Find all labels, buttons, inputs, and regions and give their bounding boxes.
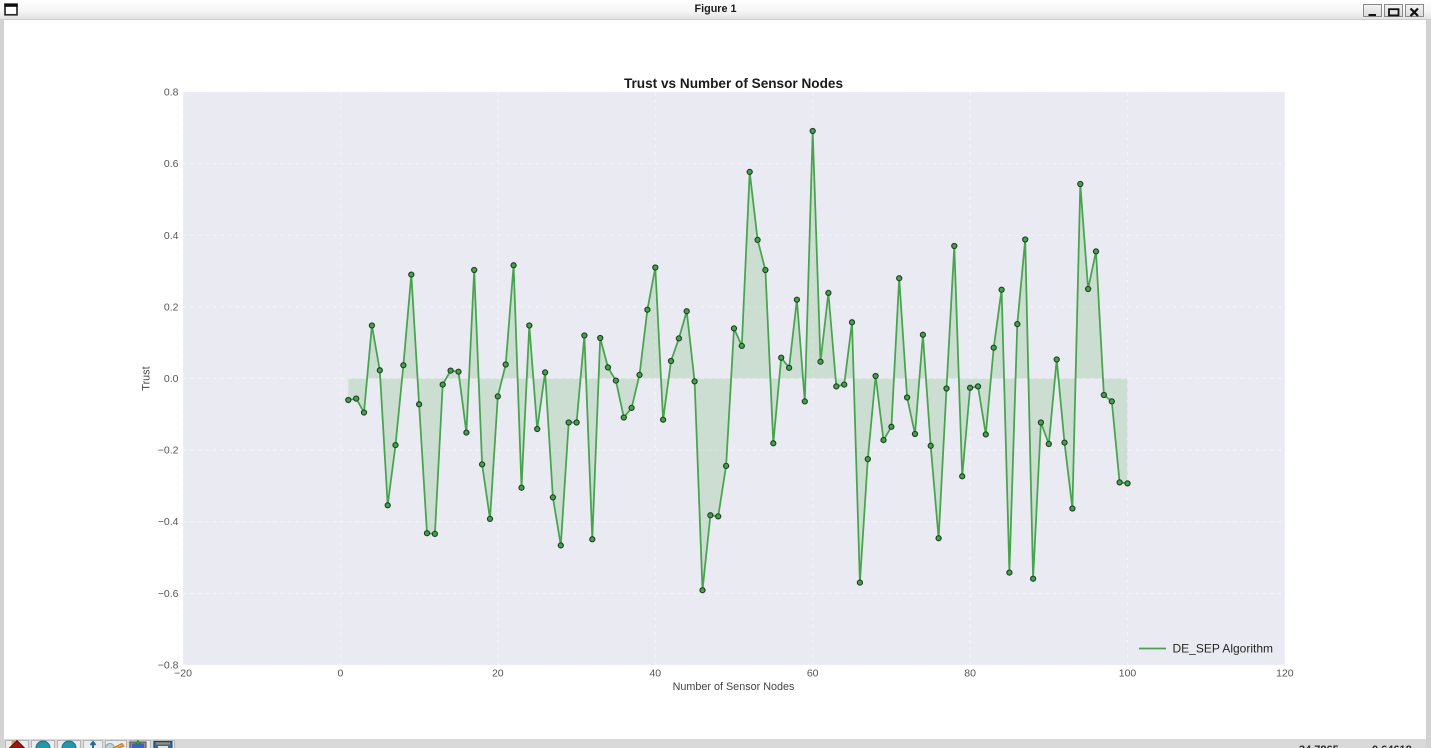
svg-text:−0.6: −0.6 — [158, 588, 179, 600]
svg-text:80: 80 — [964, 668, 976, 680]
svg-text:−0.2: −0.2 — [158, 445, 179, 457]
svg-text:0.0: 0.0 — [164, 373, 179, 385]
svg-text:Trust: Trust — [141, 366, 153, 390]
svg-text:0: 0 — [337, 668, 343, 680]
svg-text:DE_SEP Algorithm: DE_SEP Algorithm — [1173, 642, 1274, 656]
svg-text:−0.8: −0.8 — [158, 660, 179, 672]
svg-text:Trust vs Number of Sensor Node: Trust vs Number of Sensor Nodes — [624, 76, 843, 91]
svg-text:100: 100 — [1119, 668, 1137, 680]
svg-text:0.8: 0.8 — [164, 87, 179, 99]
svg-text:0.2: 0.2 — [164, 301, 179, 313]
svg-text:120: 120 — [1276, 668, 1294, 680]
svg-text:60: 60 — [807, 668, 819, 680]
svg-text:−0.4: −0.4 — [158, 516, 179, 528]
svg-text:0.4: 0.4 — [164, 230, 179, 242]
svg-text:−20: −20 — [174, 668, 192, 680]
svg-text:40: 40 — [649, 668, 661, 680]
svg-text:Number of Sensor Nodes: Number of Sensor Nodes — [673, 681, 795, 693]
svg-text:0.6: 0.6 — [164, 158, 179, 170]
svg-text:20: 20 — [492, 668, 504, 680]
